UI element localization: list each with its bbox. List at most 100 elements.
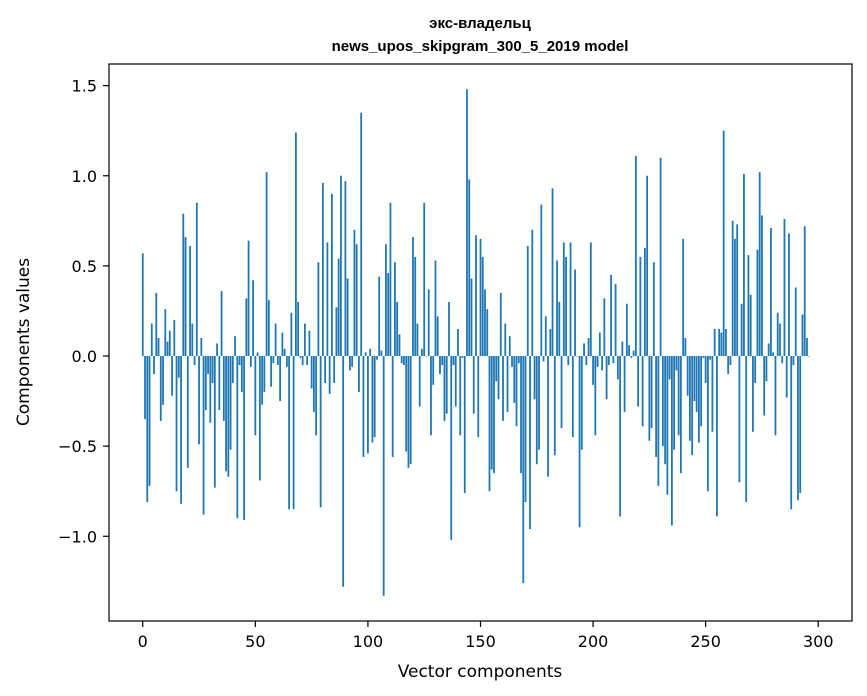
x-axis: 0 50 100 150 200 250 300: [138, 621, 834, 651]
bar: [333, 356, 336, 384]
bar: [598, 332, 601, 357]
x-tick-label: 100: [353, 632, 384, 651]
bar: [529, 356, 531, 530]
bar: [319, 356, 322, 508]
bar: [790, 356, 793, 510]
bar: [364, 352, 367, 357]
bar: [202, 356, 205, 515]
bar: [716, 356, 718, 517]
plot-frame: [108, 63, 853, 622]
bar: [468, 179, 471, 357]
bar: [436, 316, 439, 357]
bar: [799, 356, 802, 494]
bar: [675, 356, 678, 371]
bar: [677, 356, 680, 436]
bar: [421, 348, 423, 357]
bar: [517, 356, 520, 364]
bar: [801, 314, 804, 357]
bar: [648, 356, 651, 441]
bar: [756, 249, 759, 357]
bar: [585, 356, 588, 366]
bar: [520, 356, 522, 474]
bar: [308, 330, 311, 357]
bar: [684, 337, 687, 357]
bar: [792, 356, 795, 366]
bar: [736, 224, 739, 357]
bar: [430, 356, 432, 436]
bar: [177, 356, 180, 378]
bar: [261, 356, 264, 405]
x-tick-label: 200: [578, 632, 609, 651]
bar: [340, 175, 342, 357]
bar: [725, 328, 727, 357]
bar: [285, 356, 288, 367]
bar: [229, 356, 232, 450]
bar: [279, 356, 282, 402]
bar: [495, 356, 498, 382]
bar: [506, 356, 509, 412]
bar: [589, 242, 592, 357]
bar: [414, 256, 417, 357]
bar: [270, 356, 273, 387]
bar: [252, 280, 254, 357]
bar: [743, 173, 745, 357]
bar: [265, 172, 268, 357]
bar: [243, 356, 245, 521]
bar: [511, 356, 513, 367]
bar: [294, 132, 297, 357]
bar: [351, 356, 354, 367]
bar: [747, 255, 750, 357]
bar: [186, 356, 189, 468]
bar: [571, 356, 574, 438]
bar: [409, 356, 412, 465]
bar: [758, 172, 761, 357]
bar: [153, 356, 155, 375]
bar: [513, 356, 516, 403]
bar: [679, 356, 682, 474]
bar: [540, 204, 543, 357]
bar: [702, 356, 705, 358]
bar: [603, 298, 606, 357]
bar: [396, 301, 399, 357]
bar: [632, 350, 635, 357]
bar: [263, 356, 266, 393]
bar: [553, 356, 556, 456]
bar: [558, 301, 561, 357]
bar: [531, 229, 534, 357]
bar: [220, 291, 223, 357]
bar: [767, 343, 770, 357]
y-tick-label: 1.0: [72, 167, 97, 186]
bar: [306, 356, 309, 366]
bar: [619, 356, 621, 517]
bar: [180, 356, 182, 504]
bar: [781, 356, 784, 364]
bar: [254, 356, 257, 436]
bar: [522, 356, 525, 584]
bar: [204, 356, 207, 411]
bar: [189, 246, 191, 357]
bar: [330, 193, 333, 357]
bar: [245, 298, 248, 357]
bar: [461, 356, 464, 358]
bar: [765, 356, 768, 382]
bar: [159, 356, 162, 421]
bar: [387, 273, 390, 357]
bar: [346, 278, 349, 357]
bar: [637, 356, 640, 407]
y-tick-label: −0.5: [58, 437, 97, 456]
bar: [646, 175, 649, 357]
bar: [720, 332, 723, 357]
bars: [141, 89, 811, 596]
bar: [238, 356, 241, 366]
bar: [328, 356, 331, 394]
bar: [547, 356, 549, 477]
bar: [718, 328, 721, 357]
x-tick-label: 50: [245, 632, 265, 651]
bar: [146, 356, 149, 503]
bar: [587, 337, 590, 357]
bar: [290, 312, 293, 357]
bar: [596, 356, 599, 367]
bar: [668, 356, 671, 380]
bar: [754, 356, 757, 384]
bar: [711, 356, 714, 432]
